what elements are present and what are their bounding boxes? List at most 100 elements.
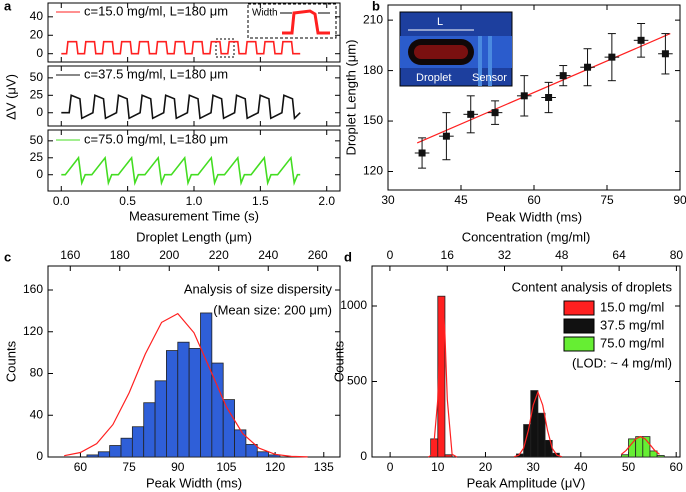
fit-curve [621, 435, 660, 455]
legend-swatch [563, 300, 595, 316]
y-tick-label: 180 [363, 63, 383, 77]
histogram-bar [523, 424, 532, 458]
annotation: (Mean size: 200 μm) [213, 302, 332, 317]
fit-curve [64, 312, 308, 458]
x-tick-label: 60 [527, 193, 541, 207]
data-point [661, 50, 669, 58]
legend-label: c=75.0 mg/ml, L=180 μm [84, 131, 228, 146]
histogram-bar [635, 436, 644, 458]
x-tick-label: 60 [74, 460, 88, 474]
x-axis-label: Peak Width (ms) [486, 209, 582, 224]
y-tick-label: 50 [30, 133, 44, 147]
droplet-core [414, 45, 468, 59]
panel-letter: b [372, 0, 380, 13]
histogram-bar [437, 295, 446, 458]
inset-label: L [437, 16, 443, 28]
x-tick-label: 20 [479, 460, 493, 474]
histogram-bar [656, 455, 665, 458]
y-tick-label: 0 [36, 105, 43, 119]
x-axis-label: Measurement Time (s) [129, 208, 259, 223]
inset-label: Droplet [416, 72, 451, 84]
x-axis-label: Peak Width (ms) [146, 475, 242, 490]
y-tick-label: 25 [30, 87, 44, 101]
histogram-bar [444, 454, 453, 458]
data-point [491, 109, 499, 117]
data-point [584, 63, 592, 71]
data-point [637, 36, 645, 44]
x-tick-label: 45 [454, 193, 468, 207]
histogram-bar [120, 437, 133, 458]
y-tick-label: 25 [30, 150, 44, 164]
y-axis-label: Counts [331, 340, 346, 382]
annotation: Analysis of size dispersity [184, 281, 333, 296]
x2-tick-label: 80 [670, 248, 684, 262]
histogram-bar [537, 412, 546, 458]
y-tick-label: 50 [30, 70, 44, 84]
legend-label: 37.5 mg/ml [600, 317, 664, 332]
legend-label: c=15.0 mg/ml, L=180 μm [84, 3, 228, 18]
x2-tick-label: 200 [159, 248, 179, 262]
y-tick-label: 40 [30, 9, 44, 23]
y-tick-label: 40 [30, 407, 44, 421]
panel-letter: a [4, 0, 12, 13]
histogram-bar [222, 399, 235, 458]
x-tick-label: 40 [574, 460, 588, 474]
x2-tick-label: 48 [555, 248, 569, 262]
histogram-bar [97, 451, 111, 458]
fit-curve [416, 33, 671, 144]
data-point [545, 94, 553, 101]
y-axis-label: Counts [3, 340, 18, 382]
y-tick-label: 80 [30, 366, 44, 380]
legend-title: Content analysis of droplets [512, 279, 673, 294]
fit-curve [513, 390, 562, 458]
y-axis-label: Droplet Length (μm) [343, 40, 358, 156]
histogram-bar [642, 436, 651, 458]
histogram-bar [234, 429, 247, 458]
x-tick-label: 0.0 [53, 194, 70, 208]
histogram-bar [166, 350, 179, 458]
x2-tick-label: 160 [60, 248, 80, 262]
x-tick-label: 30 [526, 460, 540, 474]
legend-label: 75.0 mg/ml [600, 335, 664, 350]
histogram-bar [628, 438, 637, 458]
x-tick-label: 30 [381, 193, 395, 207]
legend-label: c=37.5 mg/ml, L=180 μm [84, 66, 228, 81]
x-tick-label: 75 [122, 460, 136, 474]
histogram-bar [131, 426, 145, 458]
y-tick-label: 0 [36, 449, 43, 463]
x-tick-label: 0 [387, 460, 394, 474]
y-tick-label: 0 [36, 46, 43, 60]
data-point [418, 149, 426, 157]
legend-swatch [563, 336, 595, 352]
x-tick-label: 1.0 [186, 194, 203, 208]
y-tick-label: 150 [363, 113, 383, 127]
x-tick-label: 120 [265, 460, 285, 474]
x2-tick-label: 260 [308, 248, 328, 262]
histogram-bar [143, 402, 156, 458]
y-tick-label: 160 [23, 282, 43, 296]
panel-letter: d [344, 249, 352, 264]
histogram-bar [109, 445, 122, 458]
x2-tick-label: 180 [110, 248, 130, 262]
x2-tick-label: 64 [612, 248, 626, 262]
signal-line [61, 94, 301, 121]
x2-tick-label: 220 [209, 248, 229, 262]
data-point [520, 92, 528, 100]
x-tick-label: 2.0 [318, 194, 335, 208]
data-point [559, 72, 567, 80]
x-tick-label: 0.5 [119, 194, 136, 208]
x2-axis-label: Droplet Length (μm) [136, 229, 252, 244]
sensor [478, 36, 482, 86]
y-tick-label: 210 [363, 12, 383, 26]
x-tick-label: 90 [171, 460, 185, 474]
inset-label: Sensor [472, 72, 507, 84]
x2-tick-label: 0 [387, 248, 394, 262]
histogram-bar [86, 454, 99, 458]
data-point [467, 110, 475, 118]
zoom-pulse [282, 9, 330, 35]
annotation: (LOD: ~ 4 mg/ml) [572, 355, 672, 370]
x-tick-label: 60 [670, 460, 684, 474]
y-tick-label: 0 [36, 167, 43, 181]
data-point [608, 53, 616, 61]
